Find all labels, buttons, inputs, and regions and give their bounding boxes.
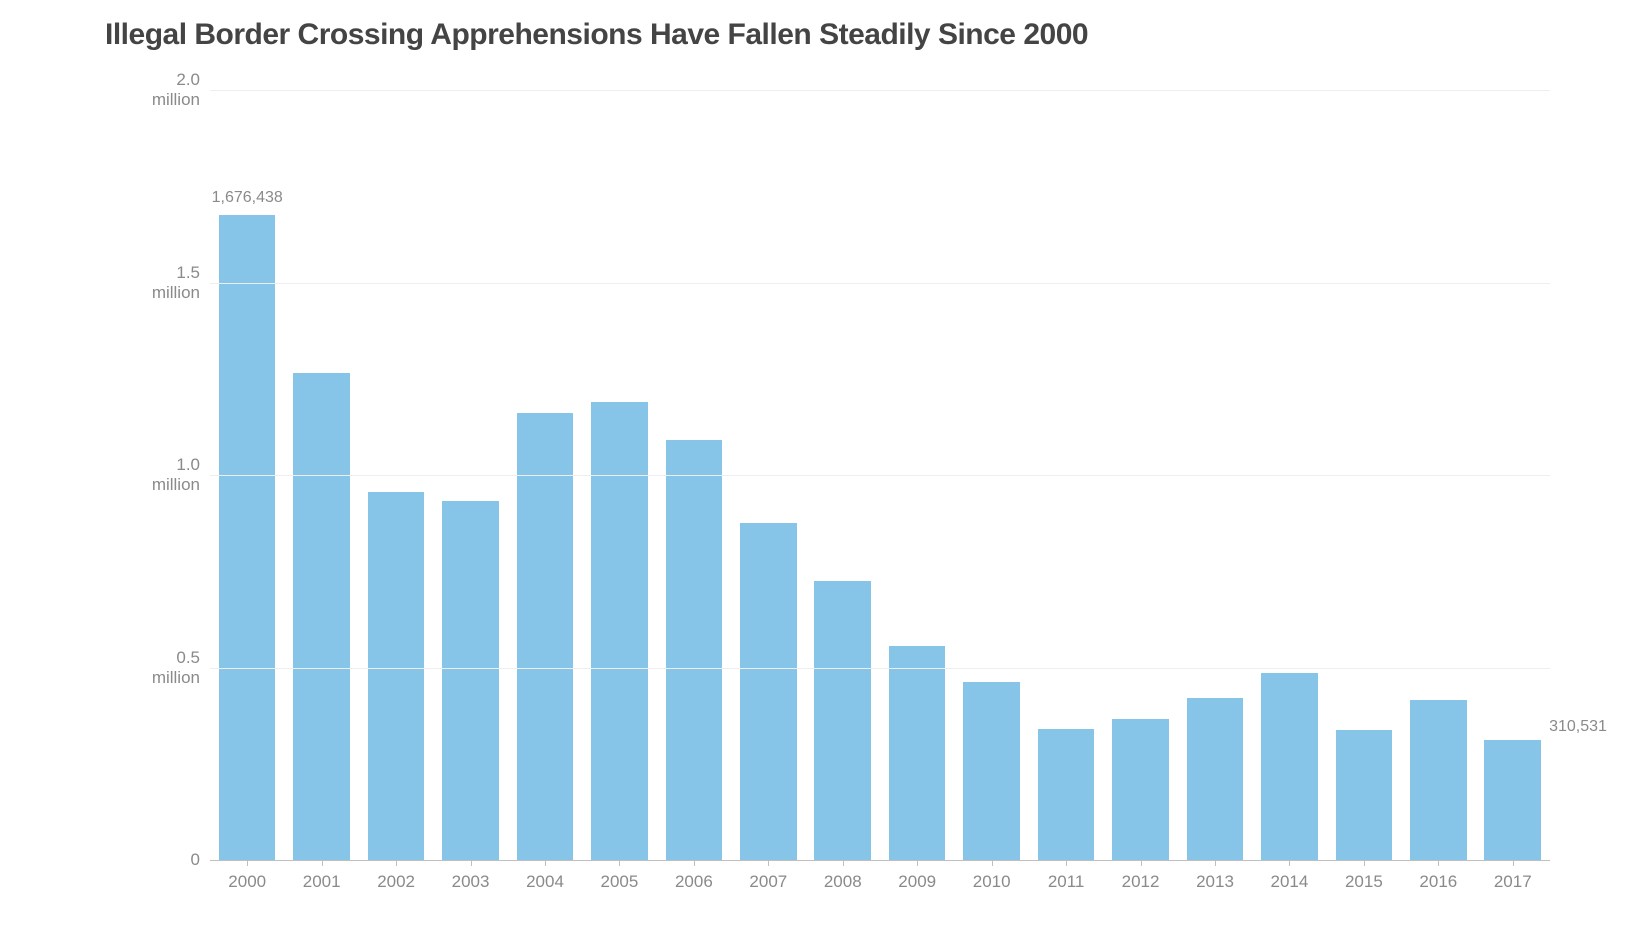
x-tick-label: 2010 (973, 872, 1011, 892)
x-axis-line (210, 860, 1550, 861)
bar (219, 215, 276, 860)
x-tick (247, 860, 248, 866)
bar (368, 492, 425, 860)
x-tick (768, 860, 769, 866)
x-tick (471, 860, 472, 866)
bar (1038, 729, 1095, 860)
y-tick-label: 1.0 million (152, 455, 200, 495)
bar (1336, 730, 1393, 860)
x-tick (396, 860, 397, 866)
x-tick-label: 2016 (1419, 872, 1457, 892)
x-tick (619, 860, 620, 866)
x-tick (917, 860, 918, 866)
x-tick-label: 2006 (675, 872, 713, 892)
x-tick (1364, 860, 1365, 866)
x-tick (1289, 860, 1290, 866)
x-tick (1141, 860, 1142, 866)
x-tick-label: 2003 (452, 872, 490, 892)
bar (591, 402, 648, 860)
gridline (210, 475, 1550, 476)
chart-title: Illegal Border Crossing Apprehensions Ha… (105, 18, 1088, 52)
x-tick (843, 860, 844, 866)
x-tick-label: 2000 (228, 872, 266, 892)
x-tick-label: 2015 (1345, 872, 1383, 892)
x-tick-label: 2011 (1048, 872, 1085, 892)
plot-area: 00.5 million1.0 million1.5 million2.0 mi… (210, 90, 1550, 860)
x-tick-label: 2009 (898, 872, 936, 892)
x-tick-label: 2013 (1196, 872, 1234, 892)
x-tick (545, 860, 546, 866)
x-tick-label: 2005 (601, 872, 639, 892)
bar (442, 501, 499, 860)
x-tick (694, 860, 695, 866)
value-callout: 1,676,438 (212, 189, 283, 215)
bar (1187, 698, 1244, 860)
bar (1410, 700, 1467, 860)
x-tick (322, 860, 323, 866)
y-tick-label: 0.5 million (152, 648, 200, 688)
x-tick (1215, 860, 1216, 866)
x-tick-label: 2014 (1271, 872, 1309, 892)
bar (1112, 719, 1169, 860)
bar (1261, 673, 1318, 860)
bar (1484, 740, 1541, 860)
y-tick-label: 1.5 million (152, 263, 200, 303)
x-tick-label: 2017 (1494, 872, 1532, 892)
x-tick-label: 2007 (749, 872, 787, 892)
gridline (210, 90, 1550, 91)
x-tick (1066, 860, 1067, 866)
x-tick-label: 2002 (377, 872, 415, 892)
chart-container: Illegal Border Crossing Apprehensions Ha… (0, 0, 1648, 927)
bar (293, 373, 350, 860)
bar (517, 413, 574, 860)
gridline (210, 668, 1550, 669)
x-tick (992, 860, 993, 866)
bar (963, 682, 1020, 860)
y-tick-label: 0 (191, 850, 200, 870)
x-tick-label: 2001 (303, 872, 341, 892)
x-tick-label: 2012 (1122, 872, 1160, 892)
x-tick-label: 2004 (526, 872, 564, 892)
bar (889, 646, 946, 860)
bar (666, 440, 723, 860)
gridline (210, 283, 1550, 284)
x-tick-label: 2008 (824, 872, 862, 892)
value-callout: 310,531 (1549, 718, 1607, 740)
bar (740, 523, 797, 860)
y-tick-label: 2.0 million (152, 70, 200, 110)
x-tick (1438, 860, 1439, 866)
x-tick (1513, 860, 1514, 866)
bar (814, 581, 871, 860)
